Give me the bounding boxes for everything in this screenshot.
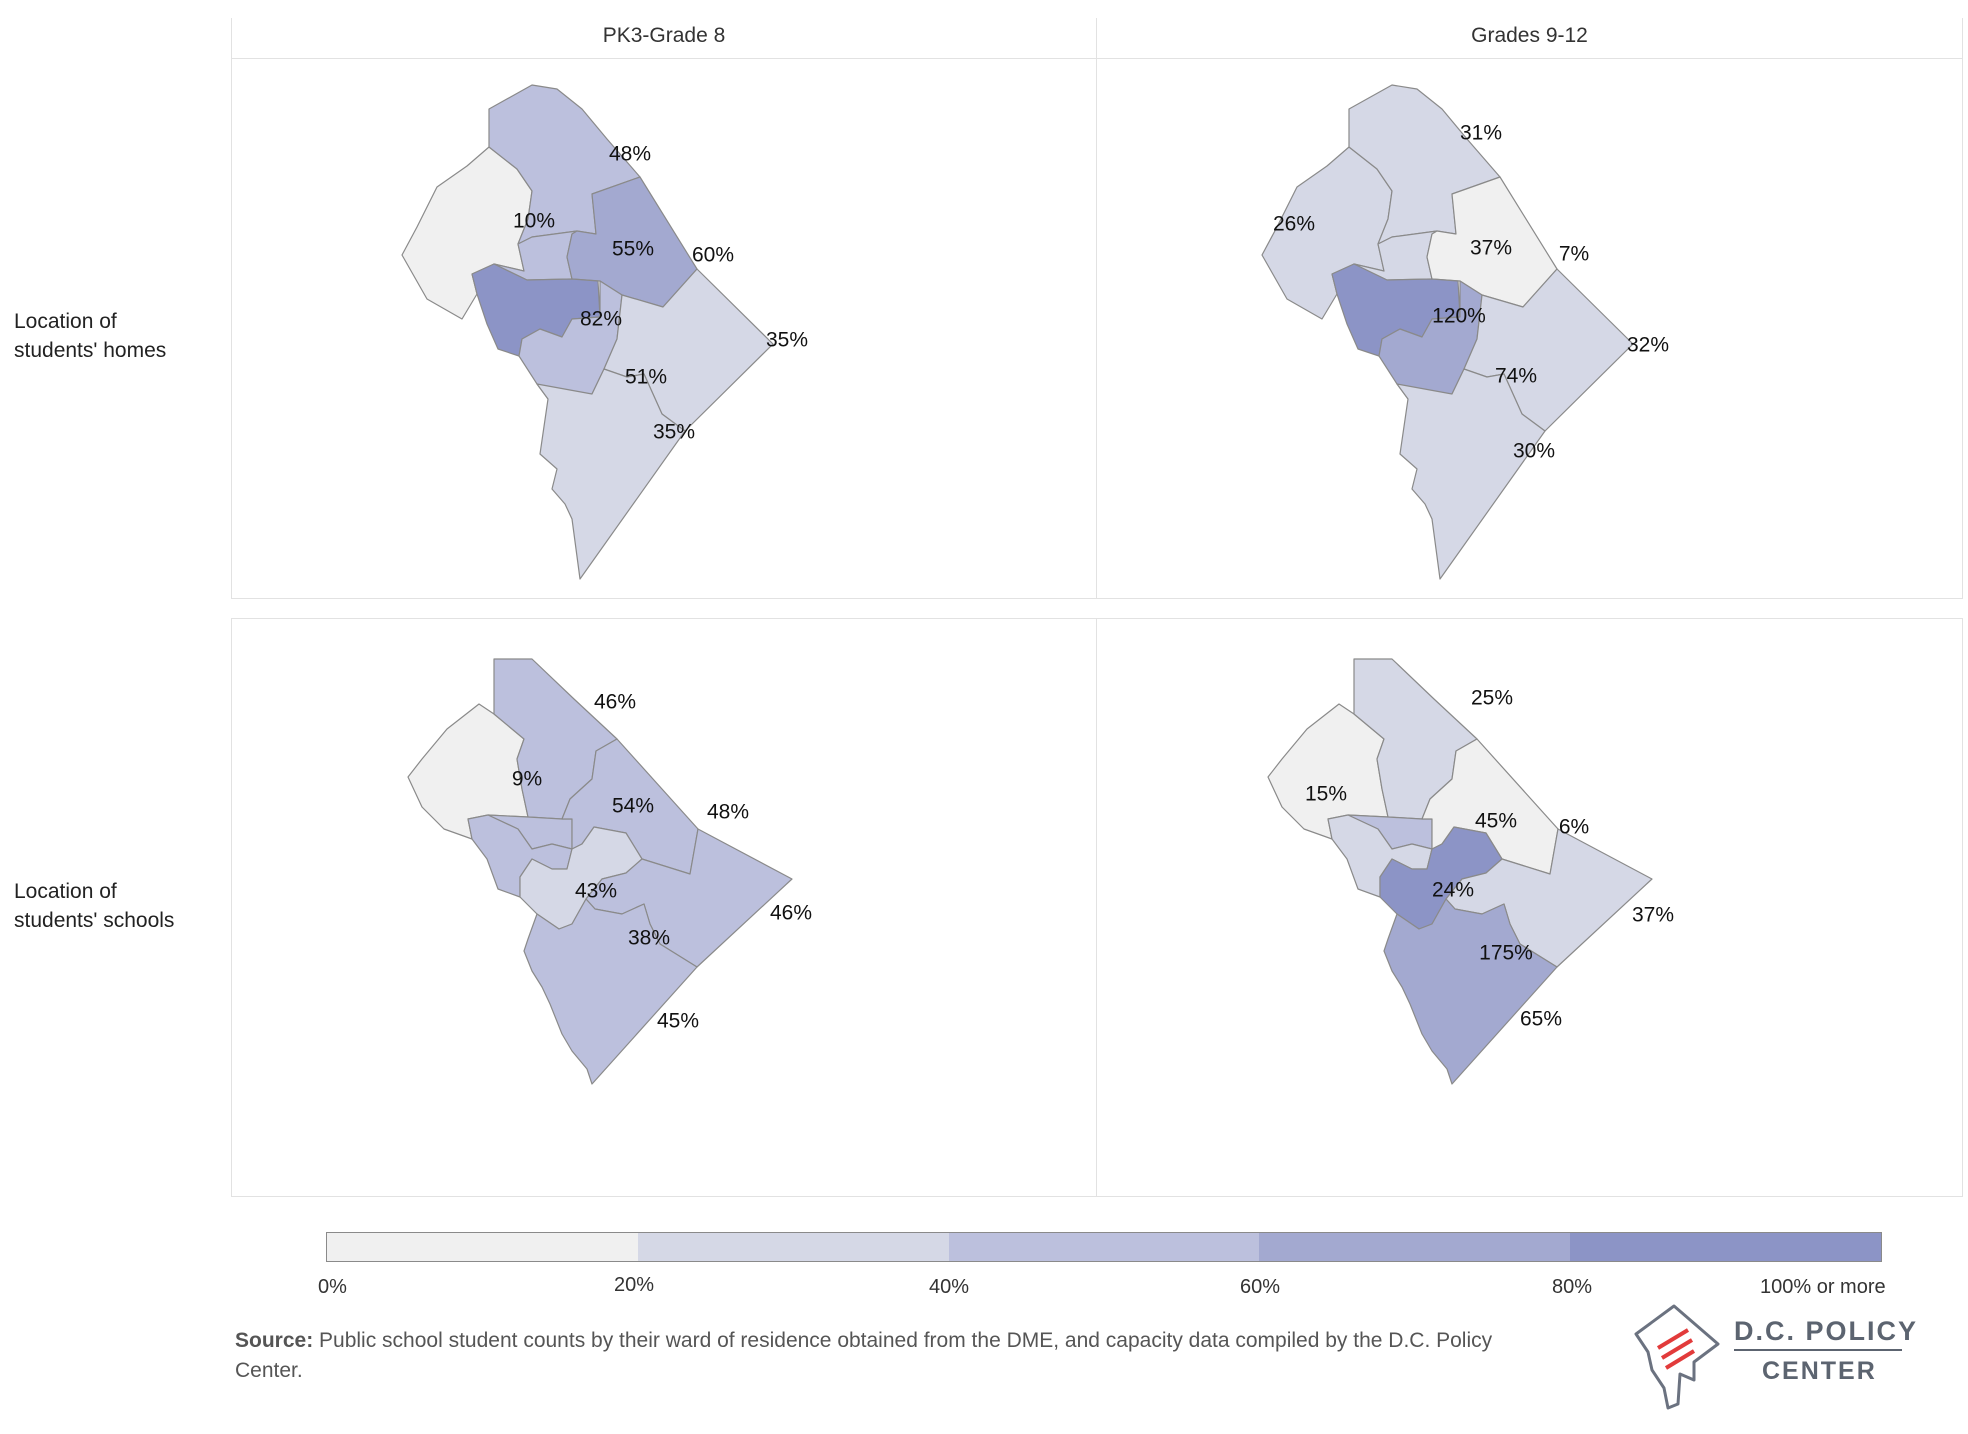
source-text: Public school student counts by their wa… bbox=[235, 1329, 1493, 1382]
column-header-box bbox=[1096, 18, 1963, 58]
ward-8-region bbox=[1396, 368, 1546, 580]
ward-3-value-label: 10% bbox=[513, 210, 555, 233]
legend-swatch-60-80 bbox=[1259, 1233, 1571, 1261]
ward-8-value-label: 45% bbox=[657, 1010, 699, 1033]
ward-1-value-label: 55% bbox=[612, 238, 654, 261]
dc-policy-center-logo-icon bbox=[1628, 1300, 1728, 1412]
map-panel-schools-pk3-8: 9% 46% 54% 48% 43% 38% 46% 45% bbox=[231, 618, 1097, 1197]
ward-2-value-label: 120% bbox=[1432, 305, 1486, 328]
source-note: Source: Public school student counts by … bbox=[235, 1326, 1555, 1386]
ward-8-value-label: 35% bbox=[653, 421, 695, 444]
ward-5-value-label: 6% bbox=[1559, 816, 1589, 839]
row-label-homes: Location of students' homes bbox=[14, 307, 166, 365]
column-header-9-12: Grades 9-12 bbox=[1471, 24, 1588, 47]
ward-4-value-label: 31% bbox=[1460, 122, 1502, 145]
ward-8-region bbox=[536, 368, 686, 580]
ward-4-value-label: 46% bbox=[594, 691, 636, 714]
legend-tick: 100% or more bbox=[1760, 1276, 1886, 1298]
ward-7-value-label: 37% bbox=[1632, 904, 1674, 927]
row-label-line: Location of bbox=[14, 310, 117, 333]
ward-5-value-label: 60% bbox=[692, 244, 734, 267]
map-homes-9-12: 26% 31% 37% 7% 120% 74% 32% 30% bbox=[1261, 84, 1669, 580]
ward-1-value-label: 45% bbox=[1475, 810, 1517, 833]
map-homes-pk3-8: 10% 48% 55% 60% 82% 51% 35% 35% bbox=[401, 84, 808, 580]
row-label-line: Location of bbox=[14, 880, 117, 903]
logo-text-line2: CENTER bbox=[1762, 1357, 1877, 1385]
ward-8-value-label: 65% bbox=[1520, 1008, 1562, 1031]
legend-tick: 80% bbox=[1552, 1276, 1593, 1298]
ward-2-value-label: 43% bbox=[575, 880, 617, 903]
legend-bar bbox=[326, 1232, 1882, 1262]
ward-3-value-label: 26% bbox=[1273, 213, 1315, 236]
legend-tick: 60% bbox=[1240, 1276, 1281, 1298]
ward-3-value-label: 15% bbox=[1305, 783, 1347, 806]
column-header-pk3-8: PK3-Grade 8 bbox=[602, 24, 726, 47]
map-panel-homes-9-12: 26% 31% 37% 7% 120% 74% 32% 30% bbox=[1096, 58, 1963, 599]
legend-swatch-0-20 bbox=[327, 1233, 638, 1261]
row-label-line: students' homes bbox=[14, 339, 167, 362]
row-label-schools: Location of students' schools bbox=[14, 877, 174, 935]
ward-7-value-label: 35% bbox=[766, 329, 808, 352]
ward-1-value-label: 54% bbox=[612, 795, 654, 818]
ward-6-value-label: 74% bbox=[1495, 365, 1537, 388]
legend-tick: 20% bbox=[614, 1274, 655, 1296]
source-label: Source: bbox=[235, 1329, 314, 1352]
legend-swatch-40-60 bbox=[948, 1233, 1260, 1261]
ward-3-value-label: 9% bbox=[512, 768, 542, 791]
legend-swatch-80-100 bbox=[1570, 1233, 1881, 1261]
map-panel-homes-pk3-8: 10% 48% 55% 60% 82% 51% 35% 35% bbox=[231, 58, 1097, 599]
ward-4-value-label: 25% bbox=[1471, 687, 1513, 710]
legend-tick: 0% bbox=[318, 1276, 347, 1298]
ward-2-value-label: 24% bbox=[1432, 879, 1474, 902]
ward-6-value-label: 38% bbox=[628, 927, 670, 950]
row-label-line: students' schools bbox=[14, 909, 175, 932]
ward-6-value-label: 175% bbox=[1479, 942, 1533, 965]
map-panel-schools-9-12: 15% 25% 45% 6% 24% 175% 37% 65% bbox=[1096, 618, 1963, 1197]
map-schools-pk3-8: 9% 46% 54% 48% 43% 38% 46% 45% bbox=[407, 658, 812, 1085]
ward-6-value-label: 51% bbox=[625, 366, 667, 389]
logo-divider bbox=[1734, 1349, 1902, 1351]
logo-text-line1: D.C. POLICY bbox=[1734, 1316, 1919, 1346]
ward-4-value-label: 48% bbox=[609, 143, 651, 166]
map-schools-9-12: 15% 25% 45% 6% 24% 175% 37% 65% bbox=[1267, 658, 1674, 1085]
ward-8-region bbox=[1383, 898, 1558, 1085]
ward-1-value-label: 37% bbox=[1470, 237, 1512, 260]
ward-5-value-label: 48% bbox=[707, 801, 749, 824]
ward-7-value-label: 32% bbox=[1627, 334, 1669, 357]
ward-2-value-label: 82% bbox=[580, 308, 622, 331]
ward-5-value-label: 7% bbox=[1559, 243, 1589, 266]
legend-swatch-20-40 bbox=[637, 1233, 949, 1261]
legend-tick: 40% bbox=[929, 1276, 970, 1298]
ward-7-value-label: 46% bbox=[770, 902, 812, 925]
ward-8-value-label: 30% bbox=[1513, 440, 1555, 463]
ward-8-region bbox=[523, 898, 698, 1085]
